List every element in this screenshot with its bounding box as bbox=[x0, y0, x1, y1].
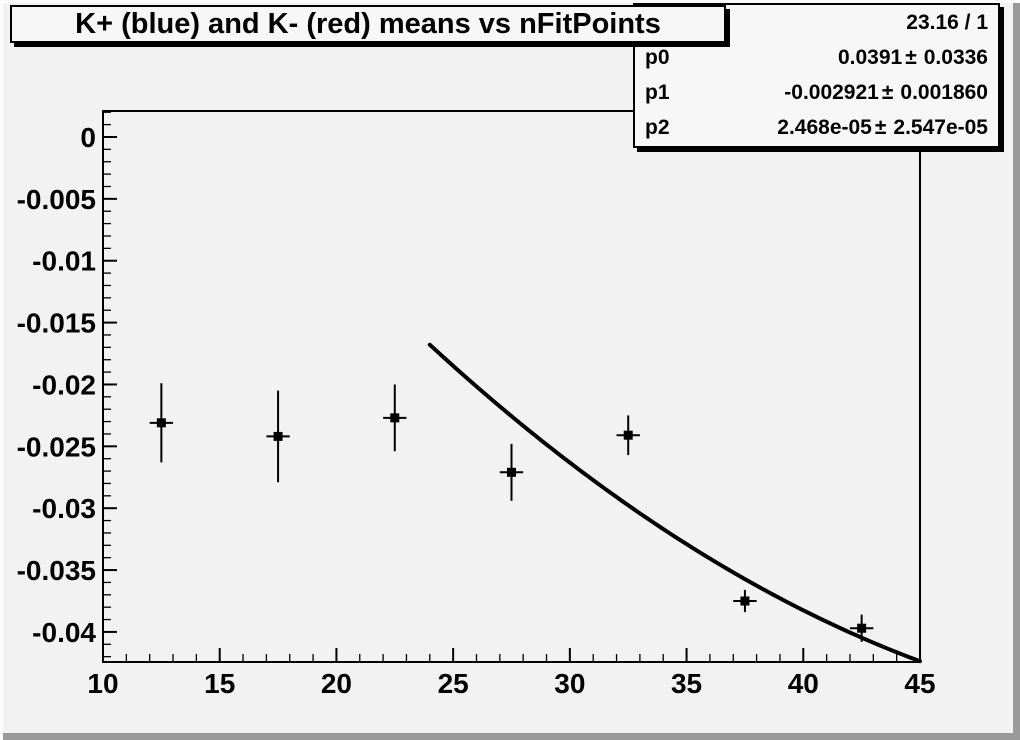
x-tick-label: 15 bbox=[204, 668, 235, 699]
x-tick-label: 35 bbox=[671, 668, 702, 699]
x-tick-label: 10 bbox=[87, 668, 118, 699]
y-tick-label: -0.005 bbox=[17, 184, 96, 215]
plot-title: K+ (blue) and K- (red) means vs nFitPoin… bbox=[75, 7, 661, 40]
y-tick-label: -0.04 bbox=[32, 617, 96, 648]
y-tick-label: -0.02 bbox=[32, 369, 96, 400]
param-error: 0.0336 bbox=[923, 45, 988, 69]
param-central: 2.468e-05 bbox=[777, 116, 872, 140]
stats-row-p1: p1 -0.002921 ± 0.001860 bbox=[645, 76, 988, 111]
param-central: 0.0391 bbox=[837, 45, 903, 69]
x-tick-label: 20 bbox=[321, 668, 352, 699]
title-box: K+ (blue) and K- (red) means vs nFitPoin… bbox=[10, 5, 726, 43]
y-tick-label: -0.025 bbox=[17, 431, 96, 462]
plus-minus-sign: ± bbox=[881, 81, 894, 105]
y-tick-label: -0.01 bbox=[32, 246, 96, 277]
stats-row-chi2: 23.16 / 1 bbox=[645, 5, 988, 40]
plus-minus-sign: ± bbox=[905, 45, 917, 69]
data-point-marker bbox=[156, 418, 166, 428]
data-point-marker bbox=[740, 596, 750, 606]
x-tick-label: 40 bbox=[788, 668, 819, 699]
param-name: p2 bbox=[645, 116, 670, 140]
y-tick-label: 0 bbox=[80, 122, 96, 153]
param-name: p1 bbox=[645, 81, 670, 105]
param-value: 0.0391 ± 0.0336 bbox=[838, 46, 988, 70]
stats-row-p0: p0 0.0391 ± 0.0336 bbox=[645, 40, 988, 75]
param-error: 0.001860 bbox=[900, 81, 988, 105]
param-name: p0 bbox=[645, 45, 670, 69]
param-central: -0.002921 bbox=[784, 81, 879, 105]
data-point-marker bbox=[857, 623, 867, 633]
y-tick-label: -0.03 bbox=[32, 493, 96, 524]
stats-row-p2: p2 2.468e-05 ± 2.547e-05 bbox=[645, 111, 988, 146]
plus-minus-sign: ± bbox=[874, 116, 887, 140]
param-error: 2.547e-05 bbox=[893, 116, 988, 140]
param-value: 2.468e-05 ± 2.547e-05 bbox=[777, 116, 988, 140]
fit-curve bbox=[427, 342, 922, 664]
plot-frame bbox=[102, 110, 921, 663]
data-point-marker bbox=[507, 467, 516, 477]
chi2-value: 23.16 / 1 bbox=[906, 10, 988, 34]
param-value: -0.002921 ± 0.001860 bbox=[784, 81, 988, 105]
y-tick-label: -0.035 bbox=[17, 555, 96, 586]
x-tick-label: 30 bbox=[554, 668, 585, 699]
x-tick-label: 25 bbox=[438, 668, 469, 699]
x-tick-label: 45 bbox=[904, 668, 935, 699]
data-point-marker bbox=[623, 430, 633, 440]
data-point-marker bbox=[273, 431, 283, 441]
data-point-marker bbox=[390, 413, 400, 423]
y-tick-label: -0.015 bbox=[17, 308, 96, 339]
